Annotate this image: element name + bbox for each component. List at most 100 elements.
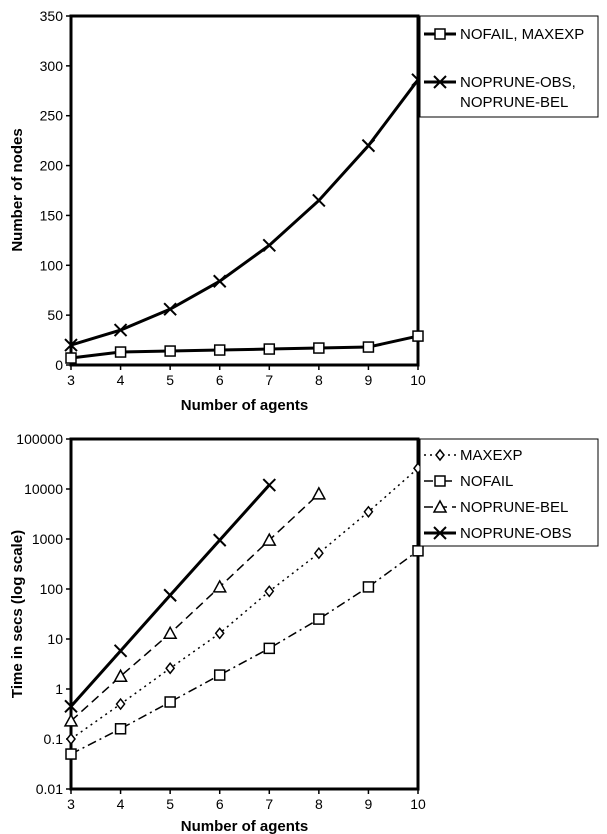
x-tick-label: 8	[315, 796, 323, 812]
y-tick-label: 150	[40, 207, 64, 223]
y-tick-label: 0.01	[36, 781, 63, 797]
data-point	[262, 532, 277, 546]
y-tick-label: 250	[40, 108, 64, 124]
data-point	[313, 613, 325, 625]
data-point	[113, 323, 128, 337]
data-point	[361, 138, 376, 153]
y-tick-label: 10000	[24, 481, 63, 497]
x-tick-label: 5	[166, 372, 174, 388]
legend-label-line: NOPRUNE-BEL	[460, 94, 568, 111]
data-point	[214, 627, 225, 640]
legend-marker	[433, 75, 447, 89]
x-tick-label: 7	[265, 796, 273, 812]
data-point	[362, 341, 375, 353]
legend-label-line: NOPRUNE-OBS,	[460, 74, 576, 91]
x-tick-label: 6	[216, 372, 224, 388]
x-tick-label: 9	[365, 372, 373, 388]
x-tick-label: 3	[67, 372, 75, 388]
x-tick-label: 10	[410, 796, 426, 812]
data-point	[165, 662, 176, 675]
data-point	[212, 579, 227, 593]
x-tick-label: 6	[216, 796, 224, 812]
data-point	[64, 699, 78, 714]
x-axis-label: Number of agents	[181, 397, 309, 414]
data-point	[213, 344, 226, 356]
data-point	[263, 642, 276, 655]
data-point	[115, 697, 126, 711]
series-line	[70, 550, 419, 755]
legend-label: MAXEXP	[460, 447, 523, 464]
data-point	[65, 748, 77, 760]
y-tick-label: 0	[55, 357, 63, 373]
series-nofail	[65, 545, 424, 760]
x-tick-label: 10	[410, 372, 426, 388]
y-tick-label: 1	[55, 681, 63, 697]
legend-marker	[432, 499, 448, 513]
legend-label: NOPRUNE-OBS, NOPRUNE-BEL	[460, 74, 576, 111]
y-axis-label: Time in secs (log scale)	[9, 530, 26, 698]
chart-panel-2: 0.01 0.1 1 10 100 1000 10000 100000 3 4 5 6 7 8 9 10 Num…	[9, 431, 599, 834]
y-tick-label: 100000	[16, 431, 63, 447]
x-tick-label: 7	[265, 372, 273, 388]
x-tick-label: 8	[315, 372, 323, 388]
legend-label: NOPRUNE-OBS	[460, 525, 572, 542]
legend: MAXEXP NOFAIL NOPRUNE-BEL NOPRUNE-OBS	[419, 438, 599, 547]
y-tick-label: 100	[40, 581, 64, 597]
data-point	[363, 505, 374, 518]
data-point	[264, 585, 275, 598]
data-point	[162, 625, 178, 640]
data-point	[164, 345, 176, 357]
legend-box	[419, 438, 599, 547]
data-point	[63, 713, 79, 727]
legend-marker	[434, 28, 446, 40]
legend-marker	[433, 526, 447, 540]
data-point	[313, 342, 325, 354]
legend-marker	[435, 448, 445, 462]
data-point	[362, 581, 375, 593]
legend-label: NOFAIL, MAXEXP	[460, 26, 584, 43]
series-nofail-maxexp	[65, 330, 424, 364]
y-tick-label: 350	[40, 8, 64, 24]
data-point	[213, 533, 227, 547]
y-tick-label: 100	[40, 257, 64, 273]
plot-frame	[69, 437, 420, 791]
y-tick-label: 10	[47, 631, 63, 647]
series-maxexp	[66, 462, 423, 746]
series-noprune-obs-noprune-bel	[64, 73, 425, 352]
data-point	[262, 238, 276, 253]
y-tick-label: 300	[40, 58, 64, 74]
series-line	[70, 334, 419, 360]
data-point	[412, 545, 424, 557]
data-point	[64, 338, 78, 352]
plot-frame	[69, 14, 420, 367]
x-tick-label: 9	[365, 796, 373, 812]
y-tick-label: 0.1	[44, 731, 64, 747]
x-axis-label: Number of agents	[181, 818, 309, 834]
data-point	[213, 274, 227, 288]
data-point	[163, 588, 177, 602]
data-point	[263, 343, 276, 355]
data-point	[213, 669, 226, 681]
series-line	[70, 78, 420, 347]
legend-marker	[434, 475, 446, 487]
legend: NOFAIL, MAXEXP NOPRUNE-OBS, NOPRUNE-BEL	[419, 15, 599, 118]
data-point	[113, 644, 128, 658]
data-point	[65, 352, 77, 364]
x-tick-label: 4	[117, 796, 125, 812]
y-axis-label: Number of nodes	[9, 128, 26, 251]
x-tick-label: 4	[117, 372, 125, 388]
data-point	[313, 546, 324, 560]
data-point	[164, 696, 176, 708]
y-tick-label: 50	[47, 307, 63, 323]
data-point	[113, 668, 128, 682]
data-point	[412, 330, 424, 342]
y-tick-label: 200	[40, 158, 64, 174]
series-noprune-obs	[64, 478, 276, 714]
data-point	[114, 723, 127, 735]
series-noprune-bel	[63, 486, 327, 727]
data-point	[163, 302, 177, 316]
x-tick-label: 5	[166, 796, 174, 812]
legend-label: NOPRUNE-BEL	[460, 499, 568, 516]
x-tick-label: 3	[67, 796, 75, 812]
